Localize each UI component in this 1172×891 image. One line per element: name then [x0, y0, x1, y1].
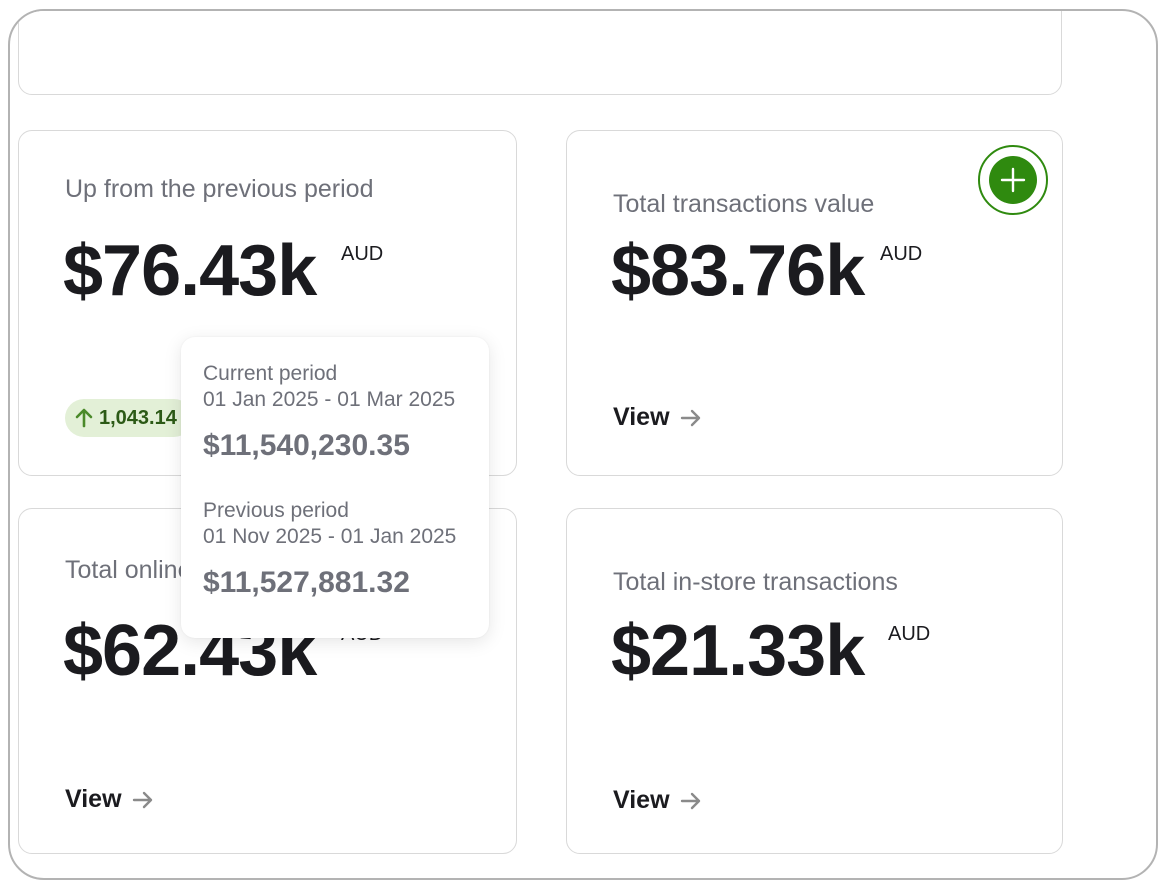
view-label: View — [613, 786, 670, 814]
arrow-up-icon — [75, 408, 93, 428]
arrow-right-icon — [132, 791, 152, 808]
arrow-right-icon — [680, 792, 700, 809]
period-tooltip: Current period 01 Jan 2025 - 01 Mar 2025… — [181, 337, 489, 638]
change-badge: 1,043.14 — [65, 399, 193, 437]
card-amount: $76.43k — [63, 231, 317, 311]
current-period-label: Current period — [203, 362, 338, 385]
dashboard-frame: Up from the previous period $76.43k AUD … — [8, 9, 1158, 880]
view-link[interactable]: View — [613, 786, 702, 815]
plus-icon — [1000, 167, 1026, 193]
card-label: Total transactions value — [613, 190, 875, 218]
card-total-transactions: Total transactions value $83.76k AUD Vie… — [566, 130, 1063, 476]
previous-period-range: 01 Nov 2025 - 01 Jan 2025 — [203, 525, 457, 548]
view-link[interactable]: View — [613, 403, 702, 432]
add-button[interactable] — [978, 145, 1048, 215]
card-amount: $83.76k — [611, 231, 865, 311]
view-link[interactable]: View — [65, 785, 154, 814]
current-period-value: $11,540,230.35 — [203, 429, 410, 462]
currency-label: AUD — [341, 243, 384, 265]
card-label: Up from the previous period — [65, 175, 374, 203]
add-button-inner — [989, 156, 1037, 204]
change-value: 1,043.14 — [99, 406, 177, 429]
view-label: View — [613, 403, 670, 431]
card-label: Total in-store transactions — [613, 568, 898, 596]
card-amount: $21.33k — [611, 611, 865, 691]
currency-label: AUD — [888, 623, 931, 645]
previous-period-label: Previous period — [203, 499, 349, 522]
card-total-instore: Total in-store transactions $21.33k AUD … — [566, 508, 1063, 854]
arrow-right-icon — [680, 409, 700, 426]
previous-period-value: $11,527,881.32 — [203, 566, 410, 599]
top-card — [18, 11, 1062, 95]
view-label: View — [65, 785, 122, 813]
currency-label: AUD — [880, 243, 923, 265]
current-period-range: 01 Jan 2025 - 01 Mar 2025 — [203, 388, 456, 411]
